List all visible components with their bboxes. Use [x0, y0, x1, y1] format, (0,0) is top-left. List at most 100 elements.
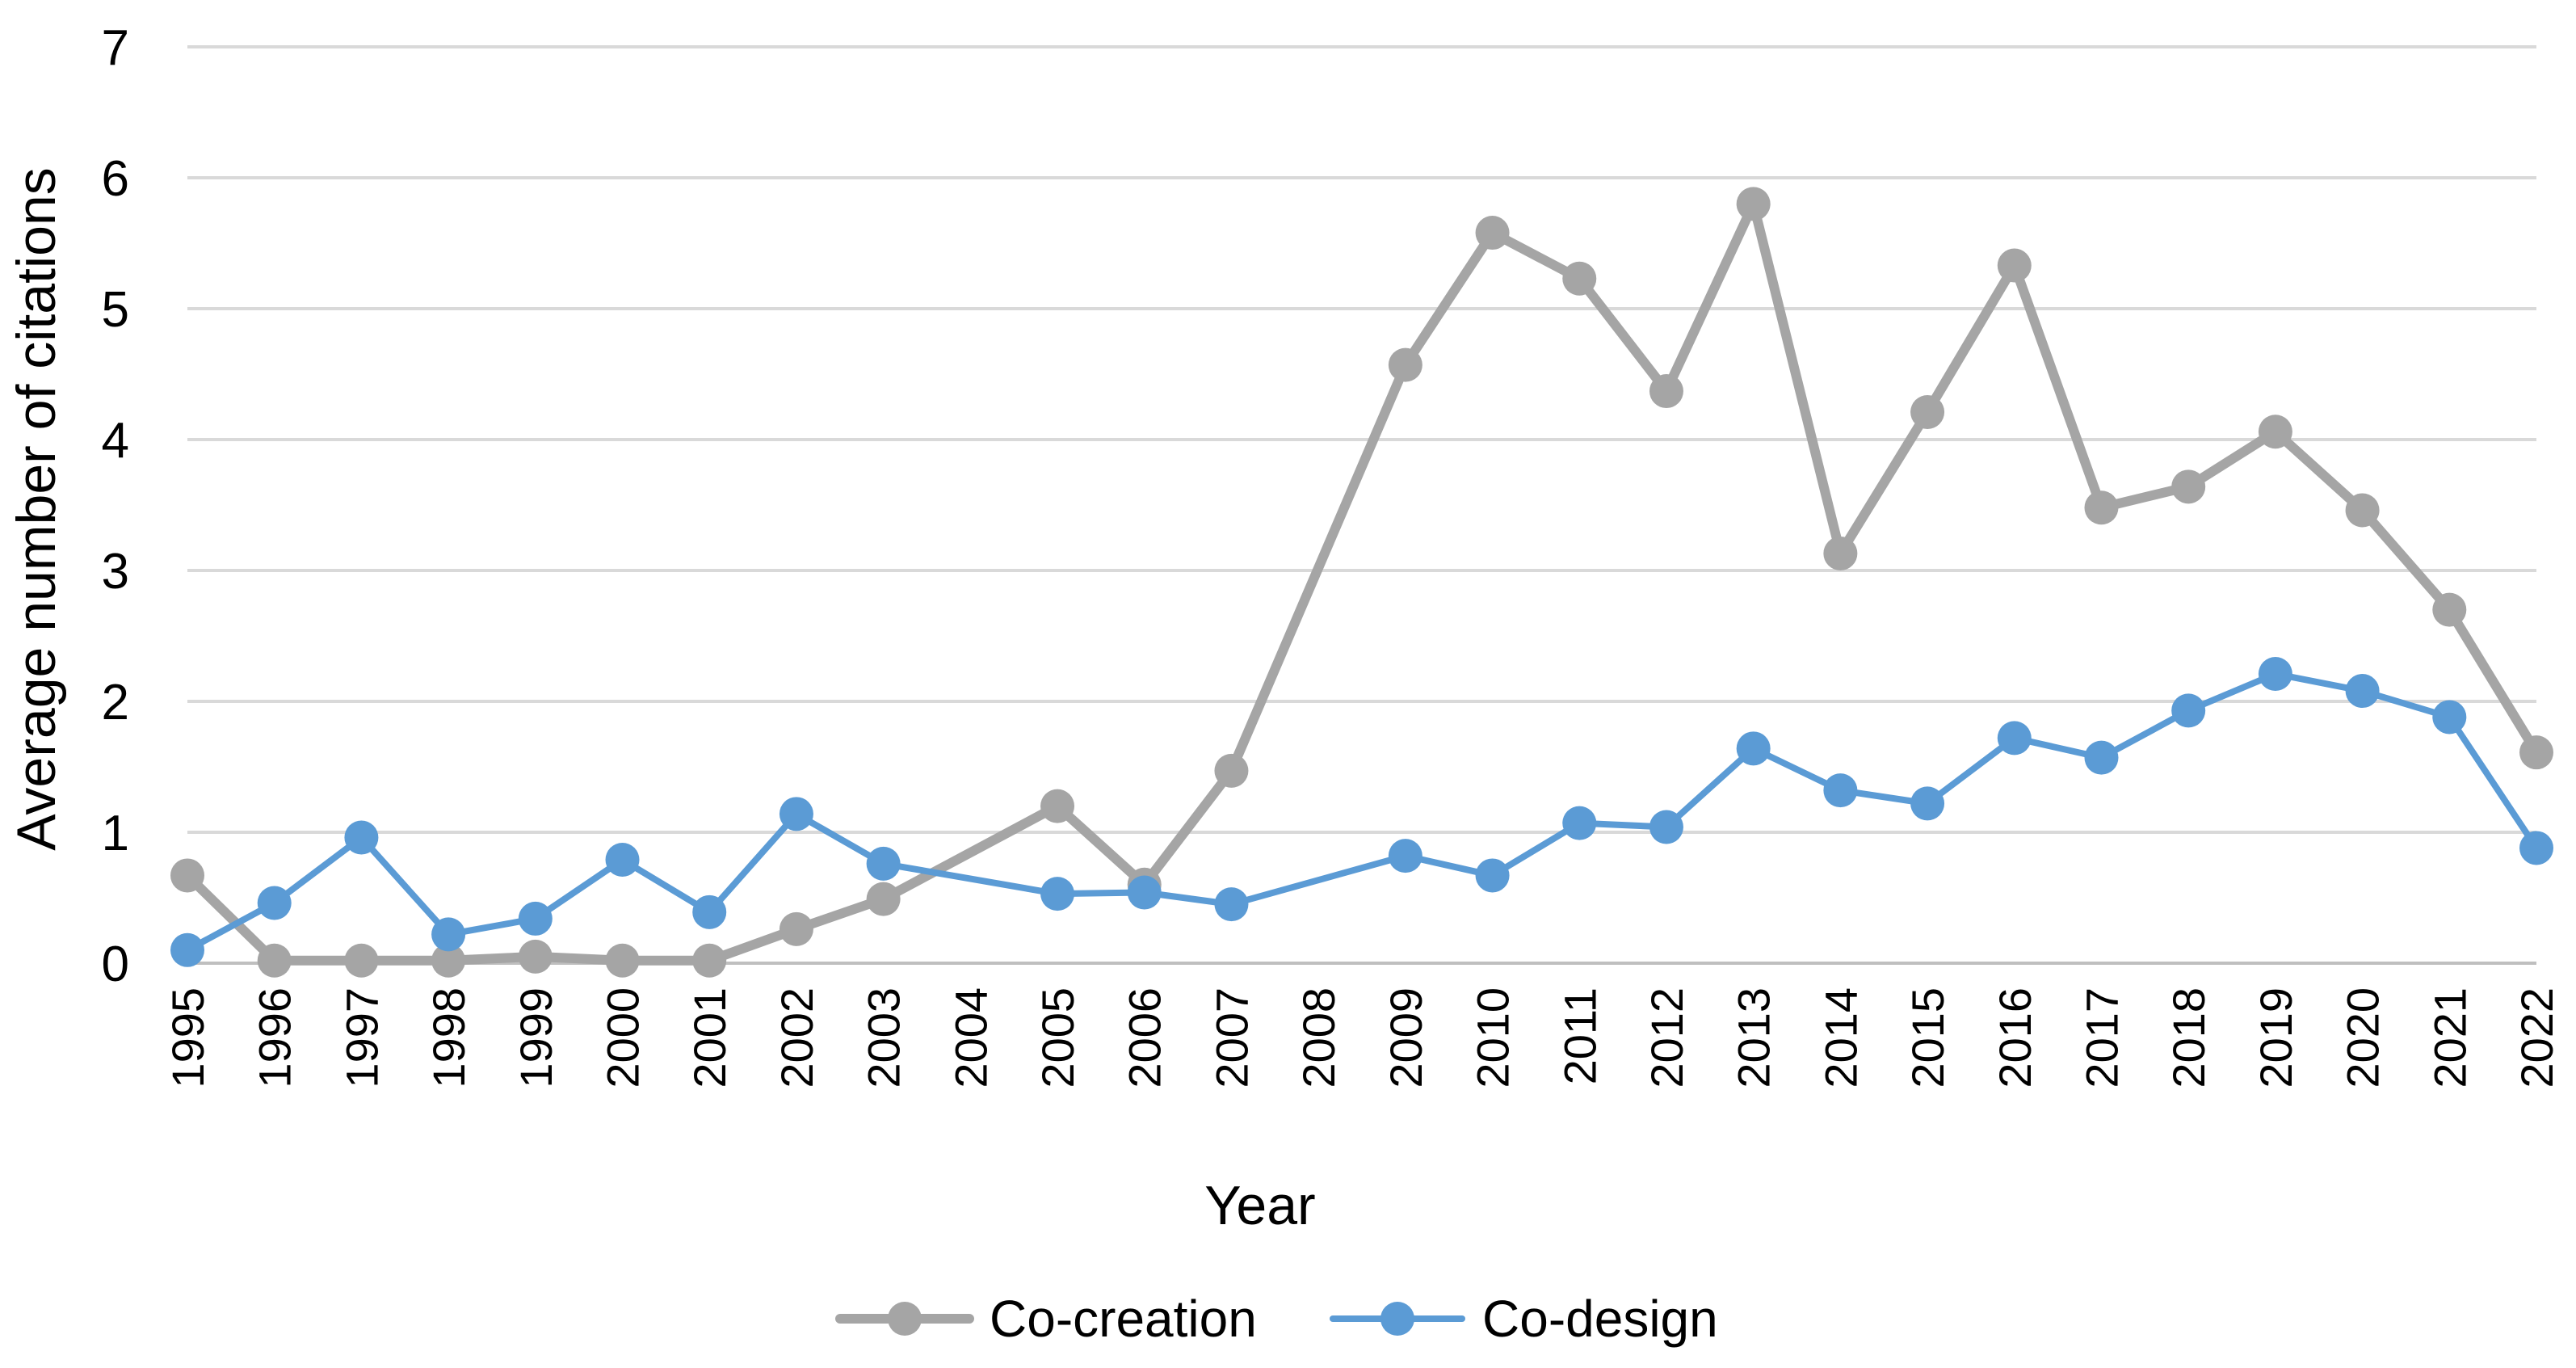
point-co-design-2017	[2084, 740, 2119, 775]
x-tick-label: 2010	[1468, 987, 1519, 1088]
x-tick-label: 2006	[1120, 987, 1170, 1088]
x-tick-label: 2001	[684, 987, 735, 1088]
x-tick-label: 1998	[423, 987, 474, 1088]
point-co-creation-2014	[1823, 536, 1858, 570]
point-co-design-2011	[1562, 806, 1597, 840]
x-tick-label: 2009	[1380, 987, 1431, 1088]
point-co-design-2010	[1475, 858, 1510, 893]
legend-label-co-design: Co-design	[1482, 1290, 1718, 1348]
point-co-creation-2003	[866, 882, 901, 916]
point-co-design-2002	[779, 797, 813, 831]
point-co-design-2020	[2345, 674, 2380, 709]
point-co-creation-2009	[1388, 347, 1422, 382]
point-co-creation-2022	[2519, 735, 2553, 770]
x-tick-label: 2016	[1990, 987, 2040, 1088]
point-co-creation-2017	[2084, 490, 2119, 525]
point-co-creation-2013	[1736, 187, 1771, 221]
point-co-design-2007	[1214, 887, 1249, 922]
point-co-design-1996	[257, 886, 292, 920]
point-co-creation-1996	[257, 943, 292, 978]
y-tick-label: 4	[102, 413, 129, 469]
y-tick-label: 7	[102, 20, 129, 76]
point-co-design-1995	[170, 932, 204, 967]
point-co-creation-2007	[1214, 753, 1249, 788]
point-co-creation-2019	[2258, 415, 2292, 449]
point-co-creation-2018	[2171, 469, 2206, 504]
x-tick-label: 1996	[250, 987, 300, 1088]
x-axis-ticks: 1995 1996 1997 1998 1999 2000 2001 2002 2003 2004…	[162, 987, 2562, 1088]
x-tick-label: 2000	[598, 987, 649, 1088]
x-tick-label: 2020	[2338, 987, 2389, 1088]
x-tick-label: 2022	[2511, 987, 2562, 1088]
x-tick-label: 2013	[1729, 987, 1780, 1088]
point-co-creation-1999	[518, 939, 553, 974]
y-tick-label: 2	[102, 675, 129, 730]
x-tick-label: 2014	[1815, 987, 1866, 1088]
x-tick-label: 2012	[1641, 987, 1692, 1088]
y-axis-title: Average number of citations	[6, 167, 67, 850]
x-tick-label: 2019	[2250, 987, 2301, 1088]
point-co-creation-1995	[170, 858, 204, 893]
x-tick-label: 1995	[162, 987, 213, 1088]
gridlines	[187, 45, 2536, 965]
point-co-creation-1998	[431, 943, 466, 978]
y-tick-label: 3	[102, 544, 129, 600]
point-co-creation-2021	[2432, 592, 2467, 627]
x-tick-label: 2015	[1902, 987, 1953, 1088]
point-co-creation-2000	[605, 943, 640, 978]
point-co-creation-2005	[1040, 789, 1075, 823]
point-co-design-2021	[2432, 700, 2467, 735]
x-tick-label: 2007	[1206, 987, 1257, 1088]
point-co-design-1998	[431, 917, 466, 952]
point-co-design-2005	[1040, 877, 1075, 911]
point-co-design-2015	[1910, 786, 1945, 821]
point-co-creation-2012	[1649, 374, 1683, 409]
x-tick-label: 2003	[859, 987, 910, 1088]
x-tick-label: 2002	[771, 987, 822, 1088]
point-co-creation-1997	[344, 943, 379, 978]
legend-label-co-creation: Co-creation	[990, 1290, 1257, 1348]
point-co-design-1997	[344, 820, 379, 855]
x-tick-label: 2017	[2076, 987, 2127, 1088]
point-co-creation-2020	[2345, 493, 2380, 528]
x-tick-label: 2005	[1032, 987, 1083, 1088]
point-co-creation-2001	[692, 943, 727, 978]
point-co-creation-2010	[1475, 216, 1510, 250]
point-co-design-2000	[605, 843, 640, 878]
y-tick-label: 5	[102, 282, 129, 338]
point-co-design-2022	[2519, 831, 2553, 865]
point-co-design-2009	[1388, 839, 1422, 873]
x-axis-title: Year	[1204, 1175, 1315, 1236]
legend: Co-creation Co-design	[835, 1290, 1718, 1348]
point-co-design-2001	[692, 894, 727, 929]
x-tick-label: 2018	[2163, 987, 2214, 1088]
legend-marker-co-design	[1380, 1302, 1414, 1336]
point-co-design-2012	[1649, 810, 1683, 844]
y-tick-label: 1	[102, 806, 129, 861]
point-co-design-2006	[1127, 875, 1162, 910]
x-tick-label: 1999	[511, 987, 561, 1088]
point-co-design-2018	[2171, 693, 2206, 728]
y-tick-label: 6	[102, 151, 129, 207]
point-co-design-2019	[2258, 656, 2292, 691]
x-tick-label: 1997	[336, 987, 387, 1088]
x-tick-label: 2021	[2424, 987, 2475, 1088]
x-tick-label: 2004	[945, 987, 996, 1088]
y-axis-ticks: 0 1 2 3 4 5 6 7	[102, 20, 129, 992]
point-co-creation-2015	[1910, 394, 1945, 429]
series-line-co-creation	[183, 199, 2541, 966]
point-co-design-1999	[518, 901, 553, 936]
point-co-design-2013	[1736, 731, 1771, 766]
point-co-design-2016	[1997, 721, 2032, 756]
point-co-design-2003	[866, 846, 901, 881]
point-co-creation-2016	[1997, 248, 2032, 283]
y-tick-label: 0	[102, 937, 129, 992]
x-tick-label: 2011	[1554, 987, 1605, 1084]
series-group	[170, 187, 2553, 978]
point-co-creation-2002	[779, 911, 813, 946]
point-co-creation-2011	[1562, 261, 1597, 296]
x-tick-label: 2008	[1293, 987, 1344, 1088]
legend-marker-co-creation	[888, 1302, 922, 1336]
point-co-design-2014	[1823, 773, 1858, 808]
